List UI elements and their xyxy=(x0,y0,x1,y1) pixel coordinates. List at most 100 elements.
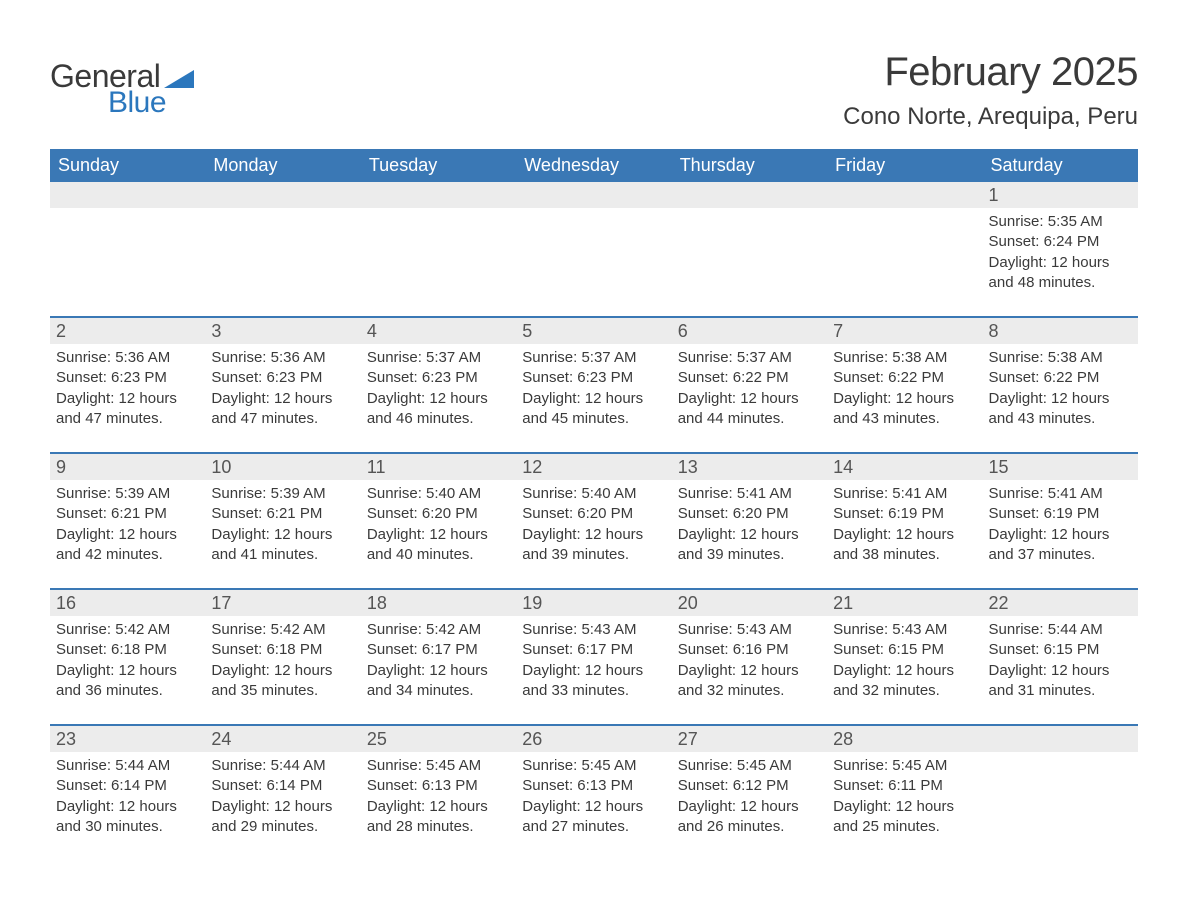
day-number: 28 xyxy=(833,729,853,749)
sunset-text: Sunset: 6:15 PM xyxy=(833,640,976,660)
daylight-text: Daylight: 12 hours and 34 minutes. xyxy=(367,661,510,702)
day-body: Sunrise: 5:38 AMSunset: 6:22 PMDaylight:… xyxy=(983,344,1138,452)
dow-friday: Friday xyxy=(827,149,982,182)
sunset-text: Sunset: 6:19 PM xyxy=(833,504,976,524)
day-number-band xyxy=(205,182,360,208)
day-body: Sunrise: 5:44 AMSunset: 6:14 PMDaylight:… xyxy=(205,752,360,860)
calendar-day-cell xyxy=(983,726,1138,860)
calendar-day-cell: 14 Sunrise: 5:41 AMSunset: 6:19 PMDayligh… xyxy=(827,454,982,588)
daylight-text: Daylight: 12 hours and 48 minutes. xyxy=(989,253,1132,294)
day-number-band: 19 xyxy=(516,590,671,616)
calendar-day-cell: 5Sunrise: 5:37 AMSunset: 6:23 PMDaylight… xyxy=(516,318,671,452)
dow-monday: Monday xyxy=(205,149,360,182)
day-number-band: 12 xyxy=(516,454,671,480)
calendar-day-cell: 22Sunrise: 5:44 AMSunset: 6:15 PMDayligh… xyxy=(983,590,1138,724)
logo-triangle-icon xyxy=(164,68,194,92)
day-body: Sunrise: 5:45 AMSunset: 6:13 PMDaylight:… xyxy=(516,752,671,860)
day-body: Sunrise: 5:45 AMSunset: 6:13 PMDaylight:… xyxy=(361,752,516,860)
daylight-text: Daylight: 12 hours and 38 minutes. xyxy=(833,525,976,566)
day-number: 9 xyxy=(56,457,66,477)
day-body: Sunrise: 5:44 AMSunset: 6:14 PMDaylight:… xyxy=(50,752,205,860)
day-number: 10 xyxy=(211,457,231,477)
calendar-day-cell xyxy=(672,182,827,316)
calendar-day-cell: 20Sunrise: 5:43 AMSunset: 6:16 PMDayligh… xyxy=(672,590,827,724)
calendar-day-cell: 18Sunrise: 5:42 AMSunset: 6:17 PMDayligh… xyxy=(361,590,516,724)
sunset-text: Sunset: 6:20 PM xyxy=(367,504,510,524)
calendar-day-cell: 21 Sunrise: 5:43 AMSunset: 6:15 PMDayligh… xyxy=(827,590,982,724)
daylight-text: Daylight: 12 hours and 32 minutes. xyxy=(833,661,976,702)
sunrise-text: Sunrise: 5:42 AM xyxy=(56,620,199,640)
day-body: Sunrise: 5:40 AMSunset: 6:20 PMDaylight:… xyxy=(516,480,671,588)
day-body: Sunrise: 5:35 AMSunset: 6:24 PMDaylight:… xyxy=(983,208,1138,316)
day-number: 19 xyxy=(522,593,542,613)
daylight-text: Daylight: 12 hours and 36 minutes. xyxy=(56,661,199,702)
sunrise-text: Sunrise: 5:42 AM xyxy=(211,620,354,640)
dow-saturday: Saturday xyxy=(983,149,1138,182)
dow-thursday: Thursday xyxy=(672,149,827,182)
calendar-day-cell: 10Sunrise: 5:39 AMSunset: 6:21 PMDayligh… xyxy=(205,454,360,588)
day-body: Sunrise: 5:45 AMSunset: 6:11 PMDaylight:… xyxy=(827,752,982,860)
daylight-text: Daylight: 12 hours and 43 minutes. xyxy=(989,389,1132,430)
calendar-day-cell: 27Sunrise: 5:45 AMSunset: 6:12 PMDayligh… xyxy=(672,726,827,860)
day-body: Sunrise: 5:41 AMSunset: 6:19 PMDaylight:… xyxy=(827,480,982,588)
calendar-day-cell: 4Sunrise: 5:37 AMSunset: 6:23 PMDaylight… xyxy=(361,318,516,452)
sunset-text: Sunset: 6:13 PM xyxy=(522,776,665,796)
day-number-band: 3 xyxy=(205,318,360,344)
sunset-text: Sunset: 6:23 PM xyxy=(211,368,354,388)
calendar-day-cell: 23Sunrise: 5:44 AMSunset: 6:14 PMDayligh… xyxy=(50,726,205,860)
sunrise-text: Sunrise: 5:37 AM xyxy=(678,348,821,368)
calendar-week: 1 Sunrise: 5:35 AMSunset: 6:24 PMDaylight… xyxy=(50,182,1138,316)
day-number: 21 xyxy=(833,593,853,613)
day-body xyxy=(205,208,360,316)
day-number-band: 28 xyxy=(827,726,982,752)
day-body: Sunrise: 5:39 AMSunset: 6:21 PMDaylight:… xyxy=(50,480,205,588)
day-number: 1 xyxy=(989,185,999,205)
calendar-day-cell xyxy=(205,182,360,316)
day-number: 14 xyxy=(833,457,853,477)
day-number: 18 xyxy=(367,593,387,613)
calendar-day-cell: 26Sunrise: 5:45 AMSunset: 6:13 PMDayligh… xyxy=(516,726,671,860)
day-number-band xyxy=(983,726,1138,752)
day-number: 22 xyxy=(989,593,1009,613)
calendar-day-cell: 7Sunrise: 5:38 AMSunset: 6:22 PMDaylight… xyxy=(827,318,982,452)
day-number-band: 11 xyxy=(361,454,516,480)
calendar-day-cell xyxy=(827,182,982,316)
day-number-band xyxy=(361,182,516,208)
calendar-week: 23Sunrise: 5:44 AMSunset: 6:14 PMDayligh… xyxy=(50,724,1138,860)
dow-wednesday: Wednesday xyxy=(516,149,671,182)
daylight-text: Daylight: 12 hours and 40 minutes. xyxy=(367,525,510,566)
day-body: Sunrise: 5:37 AMSunset: 6:22 PMDaylight:… xyxy=(672,344,827,452)
day-number-band: 13 xyxy=(672,454,827,480)
weeks-container: 1 Sunrise: 5:35 AMSunset: 6:24 PMDaylight… xyxy=(50,182,1138,860)
sunset-text: Sunset: 6:24 PM xyxy=(989,232,1132,252)
sunset-text: Sunset: 6:22 PM xyxy=(989,368,1132,388)
daylight-text: Daylight: 12 hours and 26 minutes. xyxy=(678,797,821,838)
calendar-day-cell: 8Sunrise: 5:38 AMSunset: 6:22 PMDaylight… xyxy=(983,318,1138,452)
calendar-day-cell: 9 Sunrise: 5:39 AMSunset: 6:21 PMDaylight… xyxy=(50,454,205,588)
sunrise-text: Sunrise: 5:43 AM xyxy=(833,620,976,640)
calendar-day-cell: 19 Sunrise: 5:43 AMSunset: 6:17 PMDayligh… xyxy=(516,590,671,724)
sunset-text: Sunset: 6:20 PM xyxy=(522,504,665,524)
sunrise-text: Sunrise: 5:43 AM xyxy=(522,620,665,640)
logo: General Blue xyxy=(50,50,194,120)
day-body xyxy=(983,752,1138,860)
day-number-band: 26 xyxy=(516,726,671,752)
sunset-text: Sunset: 6:21 PM xyxy=(56,504,199,524)
calendar-day-cell: 6Sunrise: 5:37 AMSunset: 6:22 PMDaylight… xyxy=(672,318,827,452)
sunset-text: Sunset: 6:18 PM xyxy=(211,640,354,660)
day-number-band xyxy=(50,182,205,208)
calendar-day-cell: 24 Sunrise: 5:44 AMSunset: 6:14 PMDayligh… xyxy=(205,726,360,860)
daylight-text: Daylight: 12 hours and 41 minutes. xyxy=(211,525,354,566)
day-number: 27 xyxy=(678,729,698,749)
sunrise-text: Sunrise: 5:37 AM xyxy=(367,348,510,368)
day-body: Sunrise: 5:43 AMSunset: 6:17 PMDaylight:… xyxy=(516,616,671,724)
sunrise-text: Sunrise: 5:41 AM xyxy=(678,484,821,504)
dow-sunday: Sunday xyxy=(50,149,205,182)
sunset-text: Sunset: 6:11 PM xyxy=(833,776,976,796)
calendar-day-cell xyxy=(361,182,516,316)
sunset-text: Sunset: 6:17 PM xyxy=(522,640,665,660)
day-number: 24 xyxy=(211,729,231,749)
calendar-day-cell: 3Sunrise: 5:36 AMSunset: 6:23 PMDaylight… xyxy=(205,318,360,452)
calendar-day-cell: 2Sunrise: 5:36 AMSunset: 6:23 PMDaylight… xyxy=(50,318,205,452)
header: General Blue February 2025 Cono Norte, A… xyxy=(50,50,1138,131)
